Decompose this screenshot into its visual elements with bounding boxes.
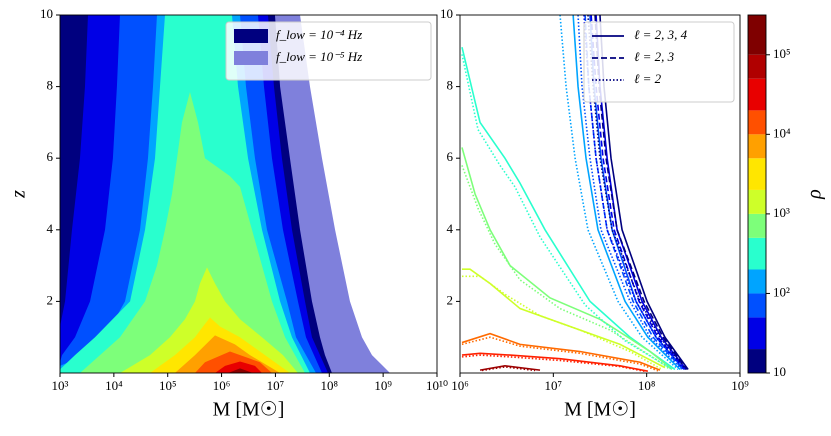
x-tick-label: 10³	[52, 378, 69, 393]
plot-area	[60, 15, 390, 373]
colorbar-frame	[747, 14, 767, 374]
legend-frame	[225, 21, 432, 81]
colorbar-tick-label: 10²	[773, 284, 790, 299]
colorbar-band	[748, 158, 766, 190]
contour-line	[461, 332, 661, 371]
contour-line	[479, 365, 541, 371]
contour-line	[461, 354, 647, 373]
colorbar-band	[748, 269, 766, 294]
contour-line	[481, 366, 536, 372]
legend-label: ℓ = 2, 3, 4	[634, 27, 688, 42]
colorbar-label: ρ	[804, 189, 826, 200]
contour-line	[590, 15, 686, 370]
colorbar-tick-label: 10	[773, 364, 786, 379]
y-axis-label: z	[8, 190, 30, 199]
x-tick-label: 10⁶	[451, 378, 469, 393]
colorbar-band	[748, 15, 766, 55]
colorbar-tick-label: 10³	[773, 205, 790, 220]
contour-line	[461, 275, 663, 371]
contour-line	[572, 15, 681, 370]
x-tick-label: 10⁸	[638, 378, 656, 393]
x-tick-label: 10⁹	[731, 378, 749, 393]
legend-label: f_low = 10⁻⁴ Hz	[276, 27, 362, 42]
legend-label: ℓ = 2, 3	[634, 49, 675, 64]
x-axis-label: M [M☉]	[564, 399, 636, 421]
colorbar-band	[748, 293, 766, 318]
axes-frame	[459, 14, 741, 374]
colorbar-band	[748, 134, 766, 159]
x-tick-label: 10⁷	[545, 378, 563, 393]
y-tick-label: 8	[447, 78, 454, 93]
contour-line	[461, 147, 673, 371]
colorbar-band	[748, 54, 766, 79]
y-tick-label: 10	[440, 6, 453, 21]
colorbar-tick-label: 10⁴	[773, 125, 791, 140]
x-tick-label: 10¹⁰	[426, 378, 448, 393]
y-tick-label: 10	[40, 6, 53, 21]
colorbar-band	[748, 317, 766, 350]
legend-frame	[583, 21, 735, 103]
contour-region	[228, 368, 253, 373]
plot-area	[461, 15, 689, 373]
x-tick-label: 10⁵	[159, 378, 177, 393]
colorbar-band	[748, 189, 766, 214]
contour-region	[79, 91, 305, 373]
colorbar-band	[748, 213, 766, 238]
contour-line	[594, 15, 688, 370]
legend-swatch	[234, 29, 268, 43]
y-tick-label: 4	[47, 221, 54, 236]
legend-label: f_low = 10⁻⁵ Hz	[276, 49, 362, 64]
x-tick-label: 10⁸	[321, 378, 339, 393]
y-tick-label: 6	[47, 149, 54, 164]
y-tick-label: 2	[47, 292, 54, 307]
contour-line	[584, 15, 684, 370]
x-tick-label: 10⁹	[374, 378, 392, 393]
y-tick-label: 8	[47, 78, 54, 93]
legend-swatch	[234, 51, 268, 65]
contour-line	[461, 268, 666, 369]
colorbar-band	[748, 110, 766, 135]
legend-label: ℓ = 2	[634, 71, 662, 86]
x-axis-label: M [M☉]	[213, 399, 285, 421]
contour-line	[461, 165, 671, 371]
contour-region	[215, 361, 262, 373]
contour-line	[461, 352, 649, 372]
axes-frame	[59, 14, 438, 374]
y-tick-label: 2	[447, 292, 454, 307]
colorbar-tick-label: 10⁵	[773, 46, 791, 61]
x-tick-label: 10⁷	[267, 378, 285, 393]
colorbar-band	[748, 237, 766, 270]
contour-line	[461, 47, 676, 371]
colorbar-band	[748, 78, 766, 111]
y-tick-label: 4	[447, 221, 454, 236]
x-tick-label: 10⁴	[105, 378, 123, 393]
y-tick-label: 6	[447, 149, 454, 164]
x-tick-label: 10⁶	[213, 378, 231, 393]
colorbar-band	[748, 349, 766, 373]
